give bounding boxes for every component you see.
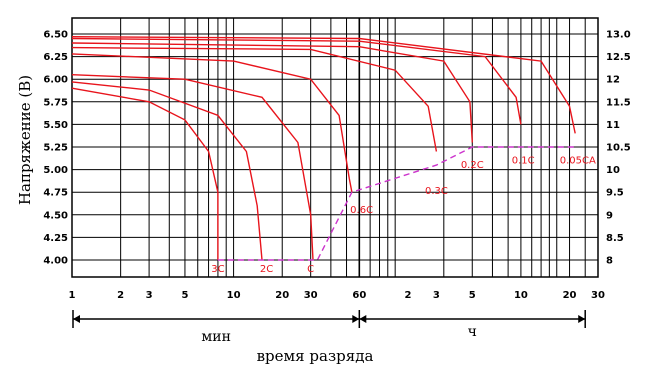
curve-label: 0.3C (425, 186, 448, 197)
y-left-tick-label: 4.00 (43, 256, 68, 267)
y-right-tick-label: 12 (606, 75, 620, 86)
curve-label: 0.1C (512, 155, 535, 166)
x-axis-label: время разряда (257, 347, 374, 365)
y-left-tick-label: 4.75 (43, 188, 68, 199)
segment-label: ч (468, 324, 477, 340)
curve-labels: 3C 2C C 0.6C 0.3C 0.2C 0.1C 0.05CA (211, 155, 596, 274)
segment-label: мин (201, 329, 231, 345)
curve-label: 0.2C (461, 160, 484, 171)
curve-label: 2C (260, 264, 273, 275)
x-tick-label: 60 (352, 290, 366, 301)
curve-label: C (307, 264, 314, 275)
time-scale: мин ч (72, 310, 586, 345)
x-tick-label: 5 (469, 290, 476, 301)
x-tick-label: 30 (591, 290, 605, 301)
x-tick-label: 2 (404, 290, 411, 301)
scale-arrow (578, 315, 586, 323)
y-right-tick-label: 13.0 (606, 30, 631, 41)
y-left-tick-label: 4.25 (43, 233, 68, 244)
cutoff-voltage-line (217, 146, 576, 261)
scale-arrow (352, 315, 360, 323)
x-tick-label: 30 (304, 290, 318, 301)
y-left-tick-label: 5.75 (43, 97, 68, 108)
y-left-tick-label: 5.00 (43, 165, 68, 176)
discharge-curve (71, 37, 522, 125)
y-right-tick-label: 11 (606, 120, 620, 131)
y-left-tick-label: 5.25 (43, 143, 68, 154)
discharge-curve (71, 74, 314, 261)
discharge-curve (71, 42, 473, 143)
x-tick-label: 2 (117, 290, 124, 301)
y-left-tick-label: 5.50 (43, 120, 68, 131)
x-tick-label: 3 (146, 290, 153, 301)
y-left-tick-label: 6.50 (43, 30, 68, 41)
x-tick-label: 1 (69, 290, 76, 301)
y-right-tick-label: 8.5 (606, 233, 624, 244)
discharge-curve (71, 81, 263, 261)
curve-label: 0.6C (350, 205, 373, 216)
y-right-tick-label: 9 (606, 210, 613, 221)
x-tick-label: 5 (181, 290, 188, 301)
x-tick-label: 10 (514, 290, 528, 301)
discharge-curve (71, 53, 353, 193)
y-axis-label: Напряжение (В) (16, 75, 34, 205)
x-tick-label: 20 (275, 290, 289, 301)
y-right-tick-label: 9.5 (606, 188, 624, 199)
y-right-tick-label: 11.5 (606, 97, 631, 108)
discharge-curves (71, 36, 576, 261)
x-tick-label: 3 (433, 290, 440, 301)
y-right-tick-label: 12.5 (606, 52, 631, 63)
y-right-tick-label: 8 (606, 256, 613, 267)
x-tick-label: 20 (563, 290, 577, 301)
tick-labels: 4.00 4.25 4.50 4.75 5.00 5.25 5.50 5.75 6.00 6.25… (43, 30, 630, 302)
y-right-tick-label: 10 (606, 165, 620, 176)
y-left-tick-label: 4.50 (43, 210, 68, 221)
y-left-tick-label: 6.25 (43, 52, 68, 63)
scale-arrow (73, 315, 80, 323)
y-right-tick-label: 10.5 (606, 143, 631, 154)
x-tick-label: 10 (227, 290, 241, 301)
discharge-curve (71, 46, 438, 152)
scale-arrow (359, 315, 367, 323)
curve-label: 0.05CA (560, 155, 596, 166)
y-left-tick-label: 6.00 (43, 75, 68, 86)
discharge-curve (71, 87, 219, 260)
discharge-curve (71, 36, 576, 134)
curve-label: 3C (211, 264, 224, 275)
